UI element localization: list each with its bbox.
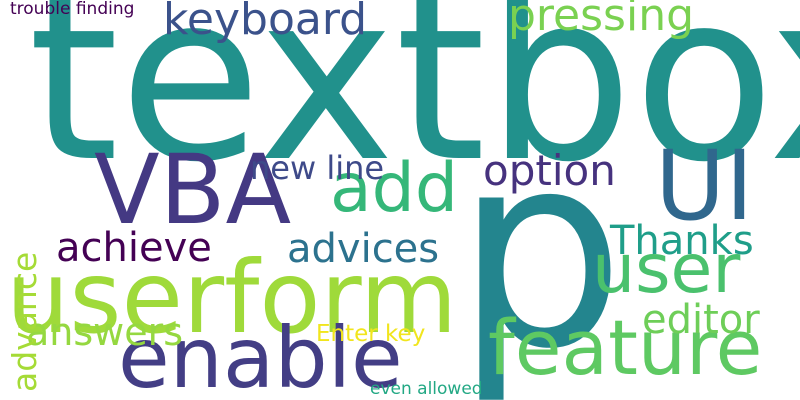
word-advices: advices xyxy=(287,226,440,272)
word-achieve: achieve xyxy=(56,225,212,271)
word-even-allowed: even allowed xyxy=(370,379,483,399)
word-advance: advance xyxy=(5,251,44,392)
word-option: option xyxy=(483,146,616,195)
word-enter-key: Enter key xyxy=(316,321,426,347)
word-new-line: new line xyxy=(250,149,385,187)
word-pressing: pressing xyxy=(508,0,695,41)
word-user: user xyxy=(592,230,741,309)
word-ui: UI xyxy=(655,130,754,242)
word-vba: VBA xyxy=(94,134,292,246)
word-textbox: textbox xyxy=(28,0,800,213)
word-editor: editor xyxy=(642,297,760,343)
word-keyboard: keyboard xyxy=(163,0,368,45)
word-thanks: Thanks xyxy=(610,218,754,264)
word-userform: userform xyxy=(6,239,458,356)
word-trouble-finding: trouble finding xyxy=(10,0,135,19)
word-add: add xyxy=(330,149,458,228)
word-answers: answers xyxy=(26,310,184,354)
word-p: p xyxy=(455,96,626,400)
word-enable: enable xyxy=(118,309,403,400)
word-feature: feature xyxy=(488,303,763,392)
